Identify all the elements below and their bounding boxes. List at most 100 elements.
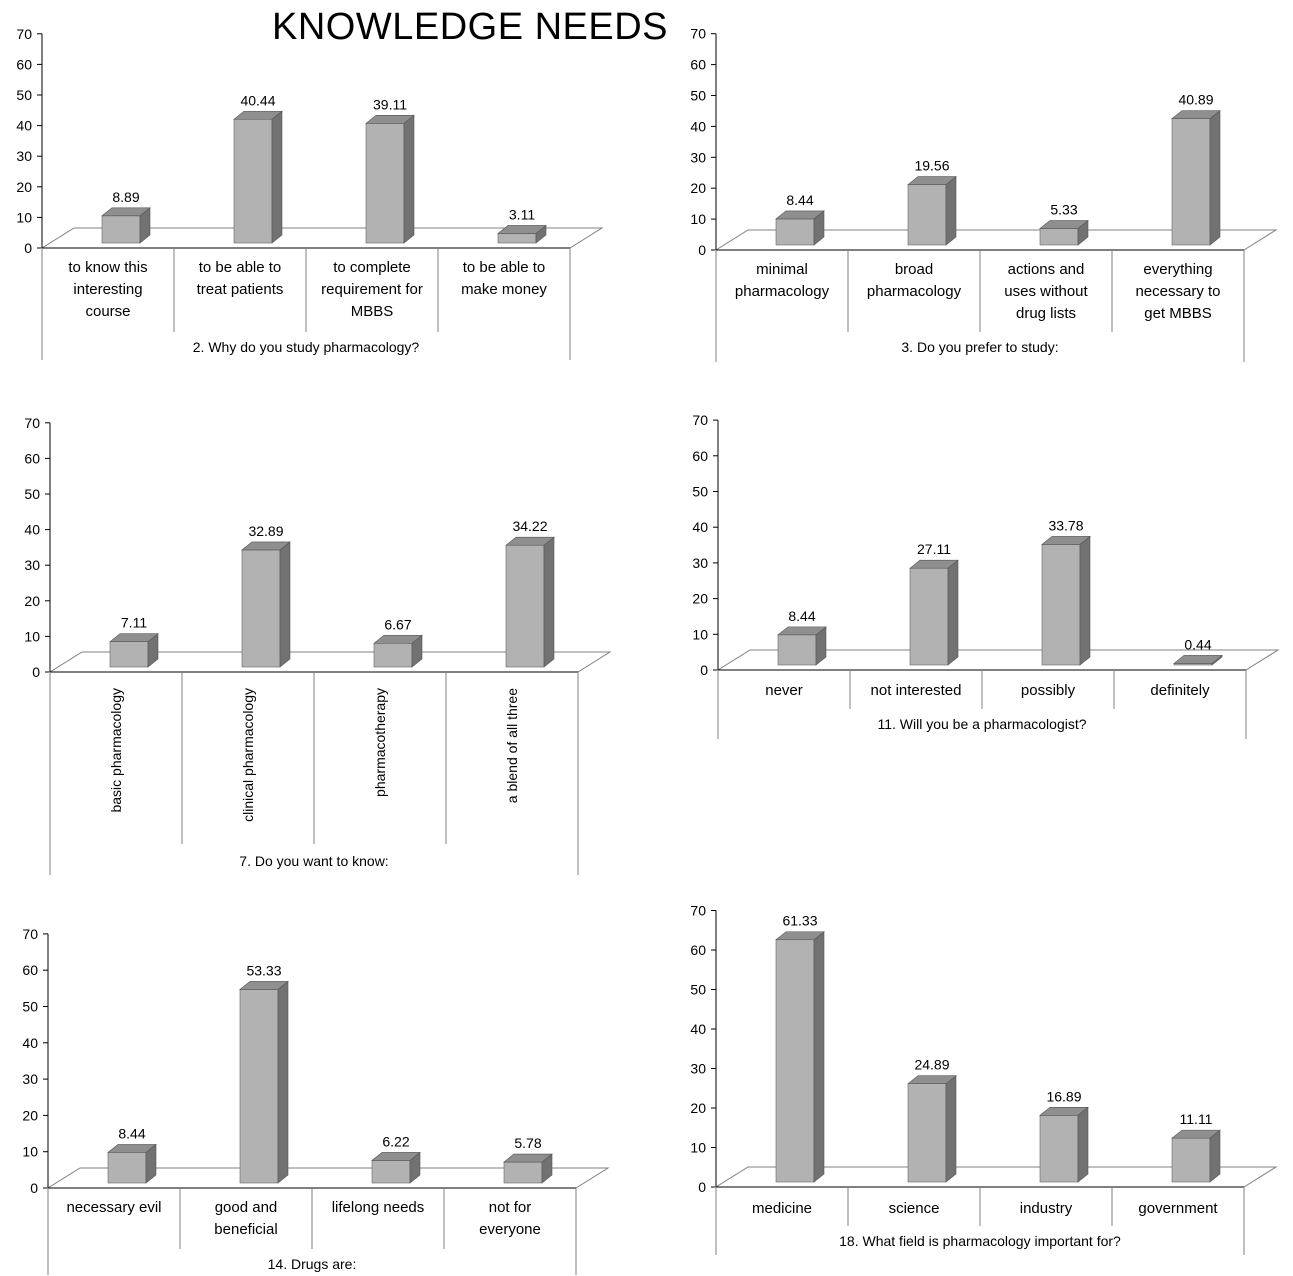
bar-top: [241, 541, 291, 551]
data-label: 16.89: [1046, 1088, 1081, 1104]
question-label: 14. Drugs are:: [268, 1256, 357, 1272]
data-label: 8.89: [112, 189, 139, 205]
question-label: 18. What field is pharmacology important…: [839, 1233, 1121, 1249]
question-label: 3. Do you prefer to study:: [901, 339, 1058, 355]
category-label: broad: [895, 261, 933, 278]
category-label: to be able to: [463, 259, 546, 276]
data-label: 40.44: [240, 92, 275, 108]
data-label: 5.78: [514, 1135, 541, 1151]
data-label: 34.22: [512, 518, 547, 534]
bar-side: [271, 110, 283, 244]
y-tick-label: 50: [690, 982, 706, 998]
y-tick-label: 20: [24, 593, 40, 609]
y-tick-label: 50: [16, 87, 32, 103]
y-tick-label: 60: [22, 962, 38, 978]
bar: [497, 233, 537, 244]
y-tick-label: 40: [690, 1021, 706, 1037]
data-label: 6.22: [382, 1133, 409, 1149]
bar-top: [505, 536, 555, 546]
y-tick-label: 10: [24, 628, 40, 644]
data-label: 32.89: [248, 523, 283, 539]
y-tick-label: 60: [692, 448, 708, 464]
y-tick-label: 10: [692, 626, 708, 642]
y-tick-label: 30: [690, 149, 706, 165]
bar-top: [1171, 110, 1221, 119]
category-label: to be able to: [199, 259, 282, 276]
y-tick-label: 20: [690, 180, 706, 196]
bar-top: [107, 1144, 157, 1153]
bar-top: [1041, 536, 1091, 545]
bar-side: [1209, 110, 1221, 246]
bar-side: [279, 541, 291, 668]
question-label: 2. Why do you study pharmacology?: [193, 339, 420, 355]
bar-top: [503, 1153, 553, 1163]
category-label: government: [1138, 1200, 1218, 1217]
page-title: KNOWLEDGE NEEDS: [272, 6, 669, 48]
category-label: necessary evil: [66, 1199, 161, 1216]
category-label: course: [85, 303, 130, 320]
bar-top: [365, 115, 415, 124]
y-tick-label: 20: [16, 179, 32, 195]
y-tick-label: 0: [30, 1180, 38, 1196]
bar-side: [277, 980, 289, 1184]
category-label: pharmacology: [867, 283, 962, 300]
data-label: 24.89: [914, 1057, 949, 1073]
category-label: definitely: [1150, 682, 1210, 699]
data-label: 8.44: [786, 192, 813, 208]
y-tick-label: 50: [22, 999, 38, 1015]
data-label: 0.44: [1184, 636, 1211, 652]
y-tick-label: 0: [698, 242, 706, 258]
bar: [1171, 118, 1211, 246]
data-label: 7.11: [121, 615, 147, 631]
y-tick-label: 70: [690, 26, 706, 42]
category-label: not for: [489, 1199, 532, 1216]
bar-top: [1173, 655, 1223, 664]
data-label: 61.33: [782, 913, 817, 929]
question-label: 7. Do you want to know:: [239, 853, 388, 869]
category-label: requirement for: [321, 281, 423, 298]
y-tick-label: 30: [690, 1061, 706, 1077]
bar: [1039, 1114, 1079, 1183]
y-tick-label: 60: [16, 56, 32, 72]
y-tick-label: 70: [22, 926, 38, 942]
bar-side: [1209, 1129, 1221, 1183]
bar: [365, 123, 405, 244]
y-tick-label: 50: [690, 88, 706, 104]
y-tick-label: 60: [24, 450, 40, 466]
category-label: possibly: [1021, 682, 1076, 699]
category-label: never: [765, 682, 803, 699]
bar-top: [101, 207, 151, 217]
bar: [1039, 228, 1079, 246]
y-tick-label: 20: [22, 1107, 38, 1123]
bar-top: [1039, 1106, 1089, 1116]
y-tick-label: 10: [690, 211, 706, 227]
data-label: 19.56: [914, 158, 949, 174]
data-label: 8.44: [118, 1125, 145, 1141]
bar: [1041, 544, 1081, 666]
y-tick-label: 50: [692, 484, 708, 500]
category-label: interesting: [73, 281, 142, 298]
chart-why-study: 0 10 20 30 40 50 60 70 8.89 40.44 39.11 3.11 to know…: [16, 26, 604, 360]
bar-top: [775, 210, 825, 220]
y-tick-label: 0: [24, 240, 32, 256]
y-tick-label: 20: [692, 591, 708, 607]
chart-field-importance: 0 10 20 30 40 50 60 70 61.33 24.89 16.89 11.11 medic…: [690, 903, 1278, 1255]
y-tick-label: 70: [16, 26, 32, 42]
data-label: 40.89: [1178, 92, 1213, 108]
bar: [241, 549, 281, 668]
category-label: industry: [1020, 1200, 1073, 1217]
bar-top: [109, 633, 159, 642]
y-tick-label: 40: [24, 522, 40, 538]
category-label: pharmacology: [735, 283, 830, 300]
bar: [101, 215, 141, 244]
y-tick-label: 10: [16, 209, 32, 225]
y-tick-label: 20: [690, 1100, 706, 1116]
data-label: 53.33: [246, 962, 281, 978]
chart-want-to-know: 0 10 20 30 40 50 60 70 7.11 32.89 6.67 34.22 basic p…: [24, 415, 612, 875]
data-label: 39.11: [373, 96, 407, 112]
y-tick-label: 0: [700, 662, 708, 678]
bar-top: [907, 176, 957, 185]
y-tick-label: 60: [690, 57, 706, 73]
bar-top: [1039, 220, 1089, 229]
bar: [909, 567, 949, 666]
